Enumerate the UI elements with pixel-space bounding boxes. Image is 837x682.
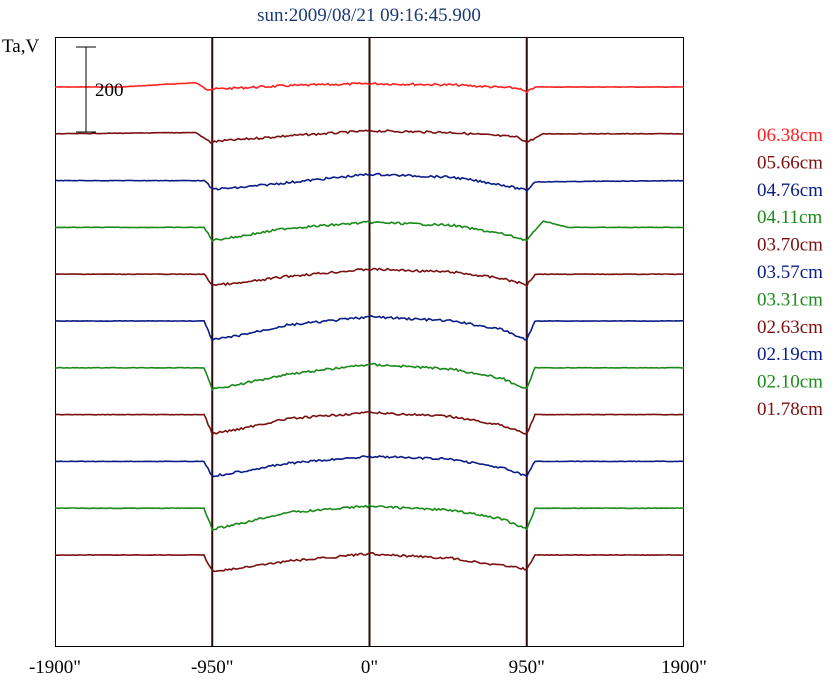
x-axis-ticks: -1900" -950" 0" 950" 1900" (29, 657, 707, 678)
x-tick-label: -950" (191, 657, 234, 678)
scale-bar: 200 (76, 46, 124, 133)
legend-entry: 03.31cm (757, 289, 823, 310)
series-line-2 (54, 172, 685, 193)
vertical-markers (211, 37, 528, 646)
y-axis-label: Ta,V (2, 36, 39, 57)
series-line-5 (54, 314, 685, 342)
legend-entry: 05.66cm (757, 152, 823, 173)
x-tick-label: 1900" (661, 657, 707, 678)
series-line-3 (55, 220, 685, 243)
series-line-7 (54, 410, 684, 437)
series-lines (54, 81, 685, 573)
legend-entry: 01.78cm (757, 399, 823, 420)
series-line-4 (54, 267, 685, 287)
series-line-10 (54, 551, 684, 573)
legend-entry: 02.63cm (757, 317, 823, 338)
legend-entry: 02.10cm (757, 372, 823, 393)
legend-entry: 04.11cm (757, 207, 822, 228)
legend-entry: 06.38cm (757, 125, 823, 146)
x-tick-label: -1900" (29, 657, 81, 678)
series-line-8 (54, 454, 685, 478)
x-tick-label: 950" (509, 657, 545, 678)
scale-bar-label: 200 (95, 80, 124, 101)
series-line-9 (55, 504, 685, 532)
series-line-6 (55, 362, 685, 392)
legend-entry: 03.70cm (757, 235, 823, 256)
legend: 06.38cm 05.66cm 04.76cm 04.11cm 03.70cm 03.57… (757, 125, 823, 420)
x-tick-label: 0" (361, 657, 378, 678)
chart-title: sun:2009/08/21 09:16:45.900 (257, 5, 481, 26)
legend-entry: 02.19cm (757, 344, 823, 365)
series-line-1 (55, 128, 685, 144)
series-line-0 (55, 81, 685, 94)
legend-entry: 04.76cm (757, 180, 823, 201)
legend-entry: 03.57cm (757, 262, 823, 283)
